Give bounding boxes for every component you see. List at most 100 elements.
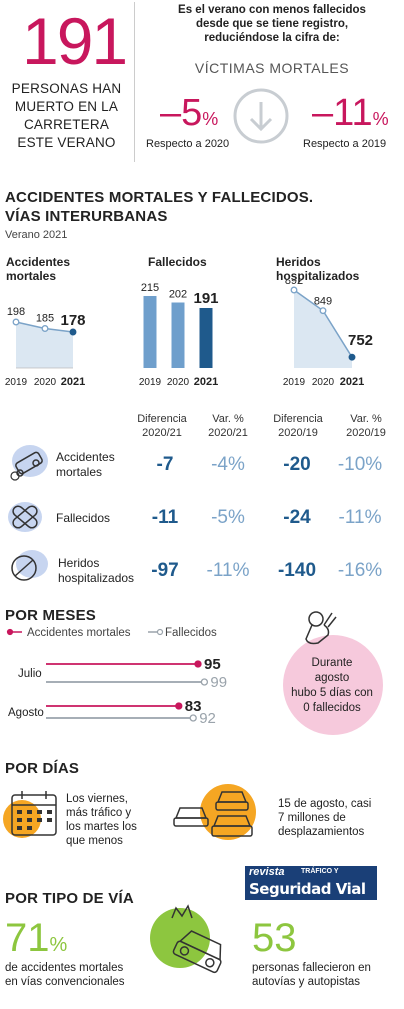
legend-marker — [156, 628, 164, 636]
table-row-label: Accidentes mortales — [56, 450, 115, 479]
chart-injured-title: Heridos hospitalizados — [276, 255, 360, 283]
legend-label: Accidentes mortales — [27, 627, 131, 639]
data-label: 95 — [204, 656, 221, 673]
legend-label: Fallecidos — [165, 627, 217, 639]
days-text-2: 15 de agosto, casi 7 millones de desplazam… — [278, 798, 372, 838]
chart-injured: 892 2019 849 2020 752 2021 — [283, 280, 373, 388]
data-point — [189, 714, 197, 722]
road-stat-2-label: personas fallecieron en autovías y autopi… — [252, 962, 371, 988]
table-cell: -97 — [151, 560, 179, 581]
data-label: 191 — [193, 290, 218, 307]
change-2020-value: –5% — [160, 92, 219, 134]
prohibited-icon — [11, 550, 48, 581]
table-cell: -10% — [337, 454, 383, 475]
data-point — [175, 702, 183, 710]
table-row-label: Heridos hospitalizados — [58, 556, 135, 585]
data-point — [69, 328, 77, 336]
legend-marker — [6, 628, 14, 636]
table-cell: -11 — [151, 507, 179, 528]
table-cell: -7 — [156, 454, 174, 475]
data-label: 849 — [314, 296, 332, 308]
crash-car-icon — [150, 904, 222, 974]
data-label: 83 — [185, 698, 202, 715]
tick-label: 2020 — [34, 377, 57, 388]
road-stat-1-value: 71% — [5, 916, 68, 960]
change-2019-value: –11% — [312, 92, 389, 134]
data-label: 752 — [348, 332, 373, 349]
chart-deaths-title: Fallecidos — [148, 255, 207, 269]
road-stat-1-label: de accidentes mortales en vías convencion… — [5, 962, 125, 988]
tick-label: Julio — [18, 668, 42, 680]
data-point — [319, 307, 327, 315]
section-title: ACCIDENTES MORTALES Y FALLECIDOS. VÍAS I… — [5, 189, 314, 225]
table-cell: -11% — [206, 560, 250, 581]
road-stat-2-value: 53 — [252, 916, 297, 960]
table-cell: -20 — [283, 454, 311, 475]
total-deaths-number: 191 — [22, 4, 128, 78]
revista-logo: revista TRÁFICO Y Seguridad Vial — [245, 866, 377, 900]
section-subtitle: Verano 2021 — [5, 229, 68, 241]
bar — [143, 296, 157, 368]
change-2019-label: Respecto a 2019 — [303, 138, 387, 150]
arrow-down-icon — [233, 88, 289, 144]
callout-blob — [283, 611, 383, 735]
data-label: 198 — [7, 306, 25, 318]
ok-hand-icon — [305, 611, 337, 645]
tick-label: 2021 — [340, 376, 364, 388]
divider — [134, 2, 135, 162]
tick-label: 2021 — [61, 376, 85, 388]
data-label: 92 — [199, 710, 216, 727]
table-header-0: Diferencia 2020/21 — [137, 413, 187, 439]
data-label: 202 — [169, 289, 187, 301]
tick-label: 2019 — [139, 377, 162, 388]
table-header-3: Var. % 2020/19 — [346, 413, 386, 439]
months-callout-text: Durante agosto hubo 5 días con 0 falleci… — [291, 657, 373, 714]
tick-label: 2021 — [194, 376, 218, 388]
tick-label: 2020 — [167, 377, 190, 388]
tick-label: 2019 — [283, 377, 306, 388]
chart-deaths: 215 2019 202 2020 191 2021 — [139, 282, 219, 388]
area-fill — [16, 322, 73, 368]
table-cell: -16% — [337, 560, 383, 581]
table-cell: -24 — [283, 507, 311, 528]
area-fill — [294, 290, 352, 368]
data-point — [348, 353, 356, 361]
roads-title: POR TIPO DE VÍA — [5, 890, 134, 907]
chart-accidents-title: Accidentes mortales — [6, 255, 71, 283]
traffic-cars-icon — [173, 784, 256, 840]
data-label: 185 — [36, 313, 54, 325]
table-cell: -4% — [211, 454, 245, 475]
bandage-icon — [8, 502, 42, 532]
change-2020-label: Respecto a 2020 — [146, 138, 230, 150]
data-point — [194, 660, 202, 668]
months-title: POR MESES — [5, 607, 96, 624]
bar — [199, 308, 213, 368]
victims-label: VÍCTIMAS MORTALES — [194, 60, 350, 76]
bar — [171, 302, 185, 368]
days-title: POR DÍAS — [5, 760, 80, 777]
crashed-car-icon — [10, 445, 48, 481]
data-label: 892 — [285, 280, 303, 287]
intro-text: Es el verano con menos fallecidos desde … — [178, 4, 366, 44]
data-point — [41, 325, 49, 332]
data-point — [200, 678, 209, 686]
table-header-1: Var. % 2020/21 — [208, 413, 248, 439]
table-row-label: Fallecidos — [56, 511, 111, 525]
data-label: 215 — [141, 282, 159, 294]
table-cell: -5% — [211, 507, 245, 528]
days-text-1: Los viernes, más tráfico y los martes los q… — [66, 793, 137, 847]
data-label: 178 — [60, 312, 85, 329]
tick-label: Agosto — [8, 707, 44, 719]
data-point — [290, 286, 298, 294]
calendar-icon — [3, 791, 57, 838]
data-label: 99 — [210, 674, 227, 691]
total-deaths-caption: PERSONAS HAN MUERTO EN LA CARRETERA ESTE… — [11, 81, 122, 150]
table-cell: -140 — [277, 560, 317, 581]
tick-label: 2019 — [5, 377, 28, 388]
table-header-2: Diferencia 2020/19 — [273, 413, 323, 439]
table-cell: -11% — [338, 507, 382, 528]
data-point — [12, 318, 20, 326]
tick-label: 2020 — [312, 377, 335, 388]
chart-accidents: 198 2019 185 2020 178 2021 — [5, 306, 86, 388]
